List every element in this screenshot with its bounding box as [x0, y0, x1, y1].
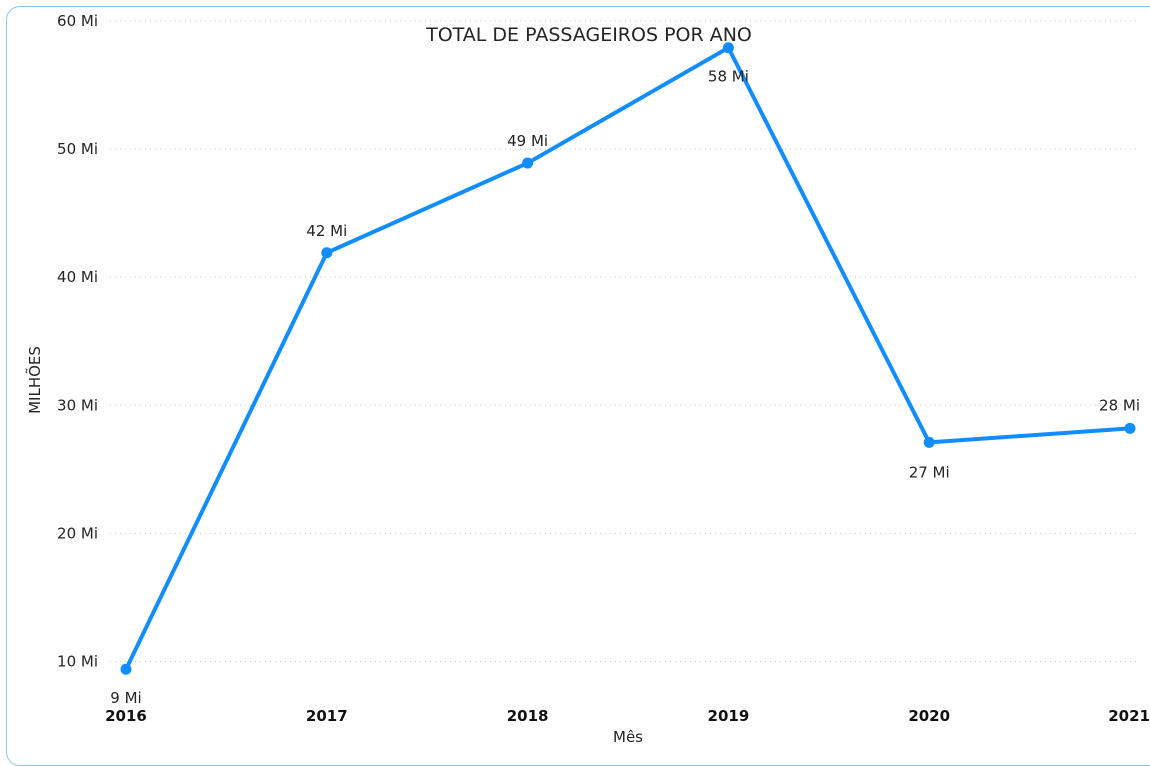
data-markers [120, 42, 1136, 675]
x-tick-label: 2021 [1108, 707, 1150, 725]
series-line-layer [124, 45, 1132, 672]
data-labels: 9 Mi 42 Mi 49 Mi 58 Mi 27 Mi 28 Mi [110, 68, 1140, 708]
data-point[interactable] [1124, 422, 1136, 434]
data-point[interactable] [722, 42, 734, 54]
data-label: 28 Mi [1099, 396, 1140, 414]
chart-title: TOTAL DE PASSAGEIROS POR ANO [425, 24, 752, 46]
data-point[interactable] [923, 436, 935, 448]
data-point[interactable] [522, 157, 534, 169]
x-axis-title: Mês [613, 728, 643, 746]
y-tick-label: 60 Mi [57, 12, 98, 30]
data-label: 42 Mi [306, 222, 347, 240]
y-tick-label: 50 Mi [57, 140, 98, 158]
y-axis-ticks: 10 Mi 20 Mi 30 Mi 40 Mi 50 Mi 60 Mi [57, 12, 98, 671]
x-tick-label: 2016 [105, 707, 147, 725]
y-tick-label: 40 Mi [57, 268, 98, 286]
gridlines [110, 20, 1140, 663]
y-tick-label: 20 Mi [57, 524, 98, 542]
data-point[interactable] [120, 663, 132, 675]
data-label: 27 Mi [909, 463, 950, 481]
y-tick-label: 30 Mi [57, 396, 98, 414]
x-axis-ticks: 2016 2017 2018 2019 2020 2021 [105, 707, 1150, 725]
data-label: 58 Mi [708, 68, 749, 86]
x-tick-label: 2018 [507, 707, 549, 725]
y-axis-title: MILHÕES [25, 346, 44, 414]
data-point[interactable] [321, 247, 333, 259]
x-tick-label: 2019 [708, 707, 750, 725]
x-tick-label: 2020 [908, 707, 950, 725]
data-label: 49 Mi [507, 132, 548, 150]
series-line [124, 45, 1132, 672]
x-tick-label: 2017 [306, 707, 348, 725]
y-tick-label: 10 Mi [57, 653, 98, 671]
data-label: 9 Mi [110, 689, 141, 707]
